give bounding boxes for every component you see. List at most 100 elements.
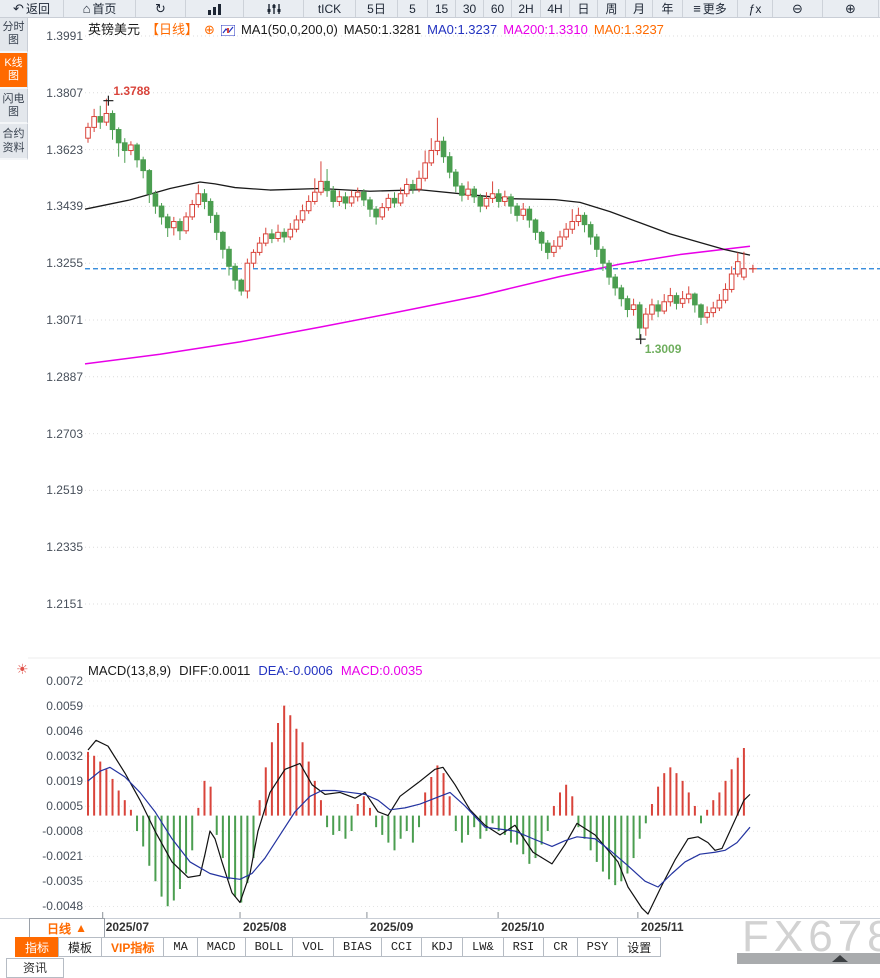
candle [318, 180, 324, 193]
fx-button[interactable]: ƒx [738, 0, 773, 17]
candle [741, 268, 747, 278]
tab-ma[interactable]: MA [163, 937, 198, 957]
candle [434, 140, 441, 152]
price-axis-label: 1.2519 [46, 483, 83, 498]
price-axis-label: 1.2335 [46, 540, 83, 555]
symbol-name: 英镑美元 [88, 22, 141, 37]
tab-boll[interactable]: BOLL [244, 937, 294, 957]
candle [305, 200, 312, 212]
candle [606, 262, 612, 278]
tab-rsi[interactable]: RSI [502, 937, 545, 957]
period-month-button[interactable]: 月 [626, 0, 653, 17]
candle [477, 196, 484, 207]
tab-templates[interactable]: 模板 [58, 937, 103, 957]
candle [532, 219, 539, 233]
tab-psy[interactable]: PSY [576, 937, 619, 957]
more-button[interactable]: ≡ 更多 [683, 0, 738, 17]
candle [213, 214, 220, 233]
period-15-button[interactable]: 15 [428, 0, 456, 17]
candle [489, 193, 496, 199]
period-week-button[interactable]: 周 [598, 0, 626, 17]
macd-axis-label: 0.0046 [46, 724, 83, 739]
tab-macd[interactable]: MACD [196, 937, 246, 957]
candle [722, 288, 729, 301]
candle [140, 159, 146, 172]
candle [312, 191, 318, 202]
sidebar-item-contract-info[interactable]: 合约资料 [0, 124, 28, 161]
tick-button[interactable]: tICK [304, 0, 356, 17]
candle [643, 313, 649, 329]
scroll-arrow-icon[interactable] [832, 955, 848, 962]
ma0-value-blue: MA0:1.3237 [427, 22, 498, 37]
candle [152, 193, 159, 207]
candle [367, 199, 373, 210]
candle [403, 183, 410, 195]
add-indicator-icon[interactable]: ⊕ [204, 22, 215, 37]
tab-bias[interactable]: BIAS [333, 937, 382, 957]
candle [416, 177, 422, 190]
tab-indicators[interactable]: 指标 [15, 937, 60, 957]
macd-axis-label: -0.0008 [42, 824, 83, 839]
period-4h-button[interactable]: 4H [541, 0, 570, 17]
period-2h-button[interactable]: 2H [512, 0, 541, 17]
macd-params: MACD(13,8,9) [88, 663, 172, 678]
candle [593, 236, 600, 250]
back-button[interactable]: ↶ 返回 [0, 0, 64, 17]
period-5d-button[interactable]: 5日 [356, 0, 398, 17]
candle [446, 156, 453, 173]
refresh-button[interactable]: ↻ [136, 0, 186, 17]
macd-axis-label: 0.0005 [46, 799, 83, 814]
candle [220, 231, 226, 250]
tab-lwr[interactable]: LW& [462, 937, 504, 957]
period-60-button[interactable]: 60 [484, 0, 512, 17]
period-5-button[interactable]: 5 [398, 0, 428, 17]
watermark-logo: FX678 [742, 912, 880, 961]
candle [410, 183, 416, 190]
candle [649, 304, 655, 315]
price-axis-label: 1.2703 [46, 426, 83, 441]
candle [624, 298, 631, 311]
candle [716, 299, 723, 309]
tab-news[interactable]: 资讯 [6, 958, 64, 978]
candle [397, 193, 404, 204]
candle [189, 204, 196, 218]
candle [630, 304, 637, 311]
tab-vol[interactable]: VOL [292, 937, 335, 957]
indicator-adjust-button[interactable] [244, 0, 304, 17]
tab-cci[interactable]: CCI [380, 937, 423, 957]
tab-kdj[interactable]: KDJ [421, 937, 464, 957]
candle [428, 150, 435, 164]
chart-type-button[interactable] [186, 0, 244, 17]
candle [109, 112, 116, 131]
tab-cr[interactable]: CR [543, 937, 578, 957]
period-selector[interactable]: 日线 ▲ [29, 918, 105, 938]
indicator-settings-icon[interactable]: ☀ [16, 661, 29, 677]
period-year-button[interactable]: 年 [653, 0, 683, 17]
candle [250, 251, 257, 264]
macd-axis-label: 0.0032 [46, 749, 83, 764]
period-day-button[interactable]: 日 [570, 0, 598, 17]
sidebar-item-time-chart[interactable]: 分时图 [0, 17, 28, 53]
period-30-button[interactable]: 30 [456, 0, 484, 17]
price-axis-label: 1.3991 [46, 29, 83, 43]
sidebar-item-lightning-chart[interactable]: 闪电图 [0, 88, 28, 125]
candle [612, 276, 618, 289]
zoom-in-button[interactable]: ⊕ [823, 0, 879, 17]
horizontal-scrollbar[interactable] [737, 953, 880, 964]
sidebar-item-kline-chart[interactable]: K线图 [0, 52, 28, 89]
tab-settings[interactable]: 设置 [617, 937, 662, 957]
kline-mini-icon [220, 24, 236, 39]
price-axis-label: 1.3623 [46, 142, 83, 157]
candle [232, 265, 238, 281]
macd-axis-label: -0.0021 [42, 849, 83, 864]
tab-vip-indicators[interactable]: VIP指标 [101, 937, 165, 957]
candle [459, 185, 465, 196]
candle [128, 144, 134, 152]
candle [103, 112, 110, 123]
left-sidebar: 分时图 K线图 闪电图 合约资料 [0, 17, 28, 161]
home-button[interactable]: ⌂ 首页 [64, 0, 136, 17]
candle [201, 193, 208, 202]
ma50-value: MA50:1.3281 [343, 22, 422, 37]
zoom-out-button[interactable]: ⊖ [773, 0, 823, 17]
time-axis [0, 918, 880, 938]
